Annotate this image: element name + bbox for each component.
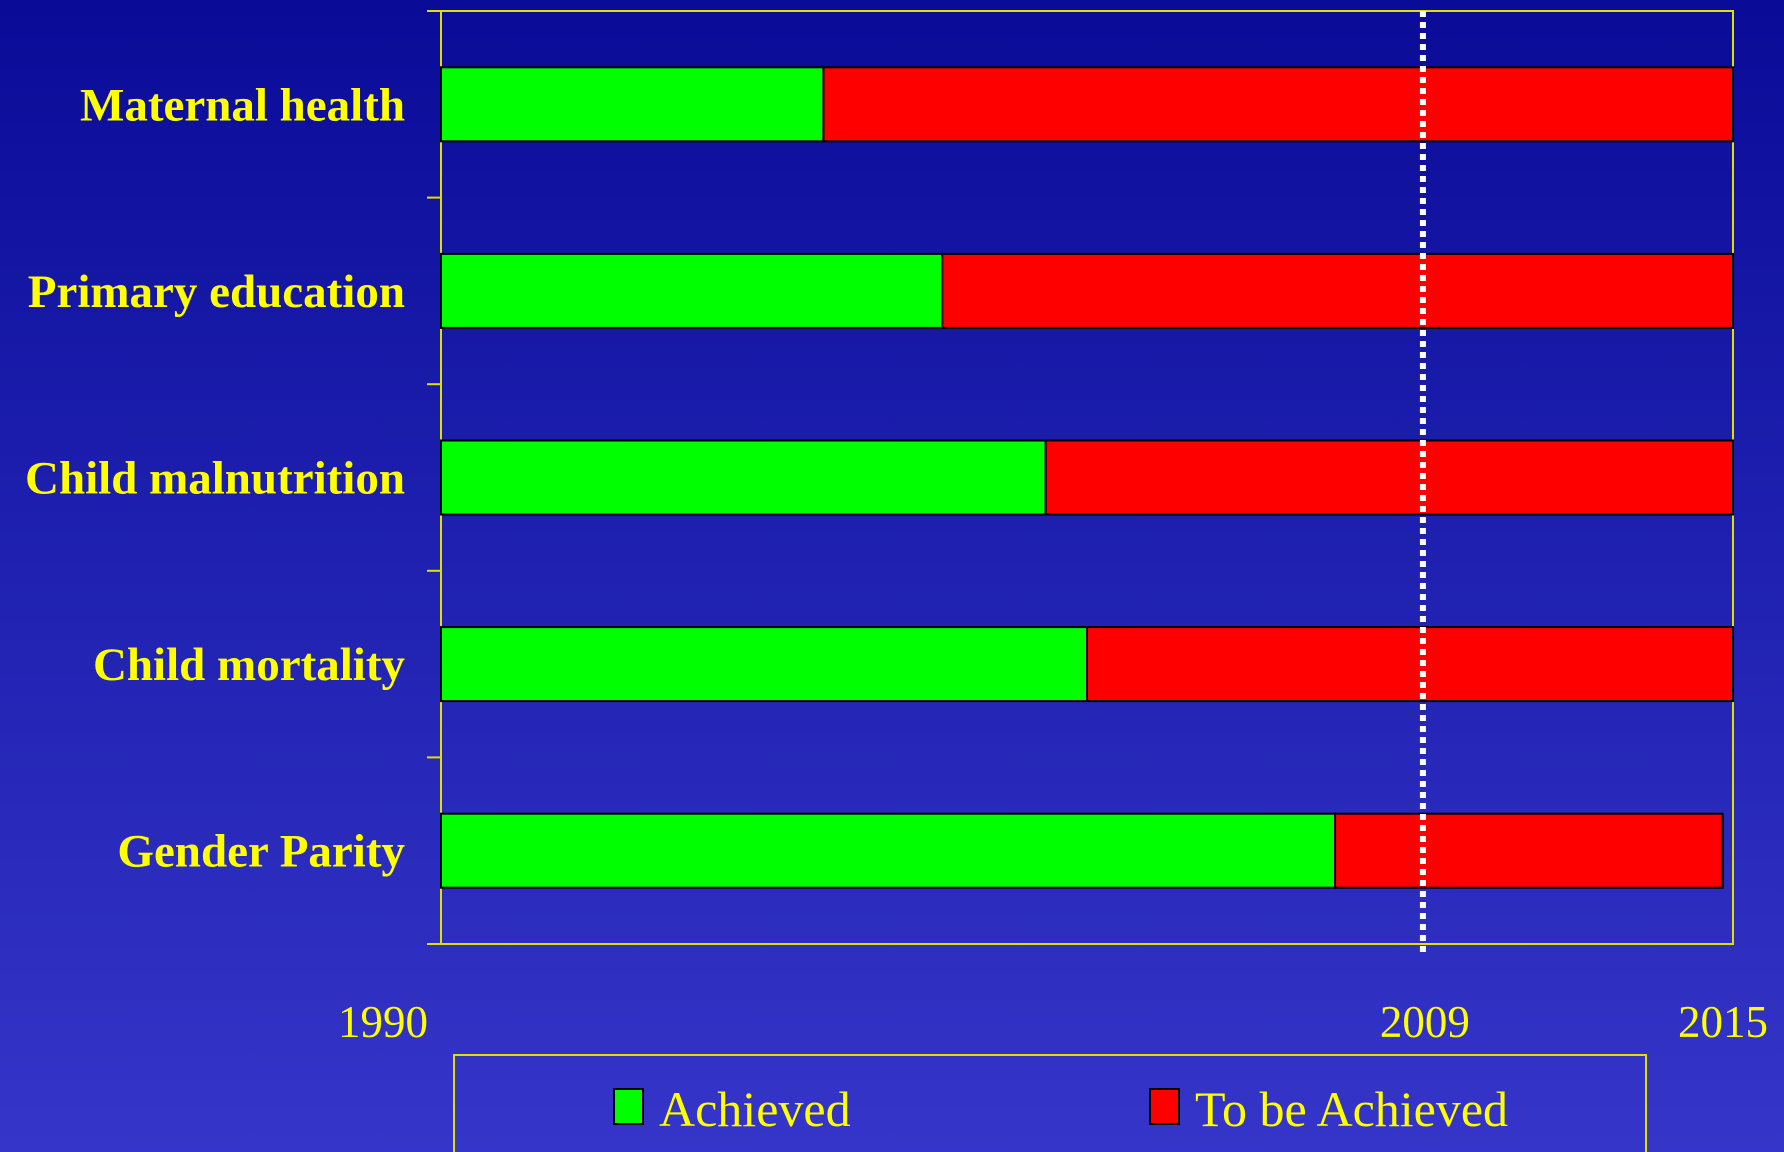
bar-segment [1044,439,1734,516]
bar-segment [1334,812,1724,889]
bar-segment [822,66,1734,143]
category-label: Maternal health [80,79,405,131]
category-label: Child mortality [93,639,406,691]
category-label: Primary education [28,266,405,318]
x-tick-label: 1990 [338,997,428,1047]
bar-segment [440,626,1088,703]
x-tick-label: 2009 [1380,997,1470,1047]
bar-segment [440,812,1337,889]
bar-segment [440,252,944,329]
legend-box [453,1054,1647,1152]
category-label: Gender Parity [117,826,405,878]
bar-segment [941,252,1734,329]
x-tick-label: 2015 [1678,997,1768,1047]
bar-segment [1086,626,1734,703]
legend-label: To be Achieved [1195,1081,1508,1137]
bar-segment [440,66,825,143]
bar-segment [440,439,1047,516]
legend-swatch [613,1088,644,1125]
category-label: Child malnutrition [25,453,405,505]
legend-swatch [1149,1088,1180,1125]
legend-label: Achieved [659,1081,851,1137]
